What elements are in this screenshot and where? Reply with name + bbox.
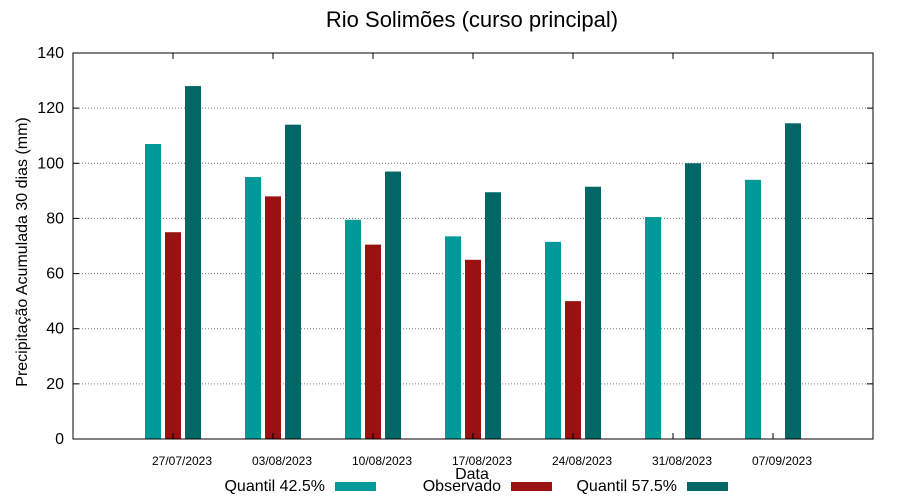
y-tick-label: 40 [46,321,64,338]
bar-quantil-57 [685,163,701,440]
y-tick-label: 140 [37,45,64,62]
x-tick-label: 24/08/2023 [552,454,612,468]
bar-quantil-42 [345,219,361,439]
bars [145,86,801,440]
bar-quantil-42 [145,143,161,439]
x-tick-label: 07/09/2023 [752,454,812,468]
x-tick-label: 10/08/2023 [352,454,412,468]
x-tick-label: 27/07/2023 [152,454,212,468]
bar-quantil-57 [385,171,401,440]
bar-observado [565,301,581,439]
bar-observado [465,259,481,439]
bar-quantil-42 [245,177,261,440]
legend-swatch [687,482,728,491]
bar-quantil-57 [585,186,601,439]
bar-quantil-57 [785,123,801,440]
chart-title: Rio Solimões (curso principal) [326,7,618,32]
bar-quantil-42 [545,241,561,439]
y-tick-label: 20 [46,376,64,393]
x-tick-label: 17/08/2023 [452,454,512,468]
bar-quantil-57 [285,124,301,439]
legend-label: Quantil 57.5% [576,478,677,495]
bar-observado [365,244,381,439]
bar-quantil-57 [485,192,501,439]
x-tick-label: 31/08/2023 [652,454,712,468]
y-ticks: 0 20 40 60 80 100 120 140 [37,45,873,448]
x-axis-label: Data [455,466,489,483]
y-tick-label: 60 [46,266,64,283]
bar-observado [265,196,281,439]
y-tick-label: 100 [37,155,64,172]
y-axis-label: Precipitação Acumulada 30 dias (mm) [14,117,31,386]
x-ticks: 27/07/2023 03/08/2023 10/08/2023 17/08/2023… [152,53,812,468]
y-tick-label: 120 [37,100,64,117]
bar-quantil-42 [745,179,761,440]
bar-quantil-42 [445,236,461,439]
legend: Quantil 42.5% Observado Quantil 57.5% [224,478,728,495]
y-tick-label: 80 [46,210,64,227]
x-tick-label: 03/08/2023 [252,454,312,468]
legend-swatch [335,482,376,491]
bar-quantil-57 [185,86,201,439]
legend-label: Quantil 42.5% [224,478,325,495]
legend-swatch [511,482,552,491]
bar-quantil-42 [645,217,661,439]
bar-observado [165,232,181,439]
y-tick-label: 0 [55,431,64,448]
legend-label: Observado [423,478,501,495]
